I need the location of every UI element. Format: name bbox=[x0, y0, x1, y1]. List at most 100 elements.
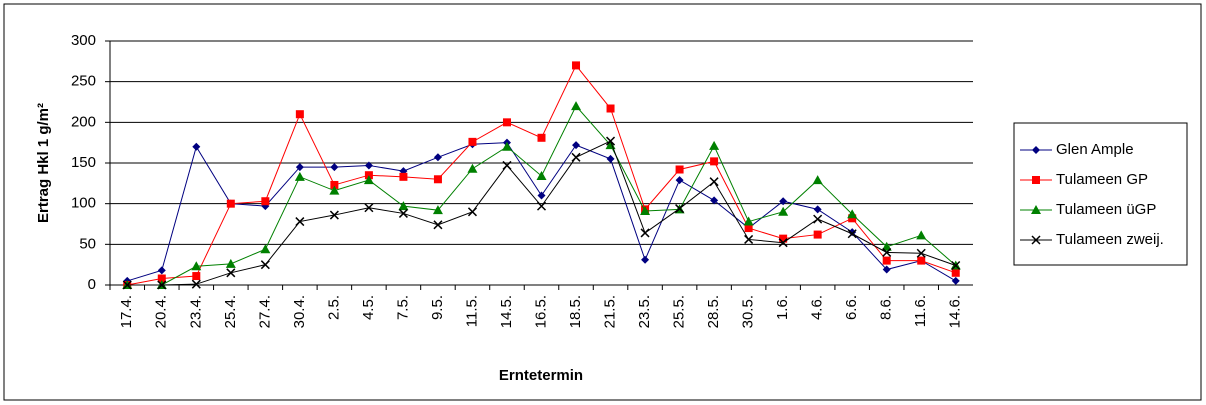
x-tick-label: 6.6. bbox=[843, 295, 860, 320]
data-point bbox=[329, 210, 339, 220]
x-tick-label: 11.6. bbox=[912, 295, 929, 327]
data-point bbox=[813, 205, 822, 214]
chart-border bbox=[3, 3, 1202, 401]
data-point bbox=[848, 214, 857, 223]
x-tick-label: 28.5. bbox=[705, 295, 722, 328]
y-axis-label: Ertrag Hkl 1 g/m² bbox=[35, 103, 52, 223]
x-tick-label: 21.5. bbox=[602, 295, 619, 328]
x-tick-label: 20.4. bbox=[153, 295, 170, 328]
data-point bbox=[537, 191, 546, 200]
data-point bbox=[363, 175, 374, 185]
data-point bbox=[260, 260, 270, 270]
data-point bbox=[848, 228, 857, 237]
data-point bbox=[571, 152, 581, 162]
data-point bbox=[329, 185, 340, 195]
data-point bbox=[847, 209, 858, 219]
data-point bbox=[710, 157, 719, 166]
y-tick-label: 100 bbox=[71, 195, 96, 212]
data-point bbox=[813, 230, 822, 239]
x-tick-label: 23.5. bbox=[636, 295, 653, 328]
x-tick-label: 17.4. bbox=[118, 295, 135, 328]
data-point bbox=[468, 137, 477, 146]
x-tick-label: 30.5. bbox=[740, 295, 757, 328]
data-point bbox=[364, 161, 373, 170]
legend-label: Tulameen üGP bbox=[1056, 201, 1156, 218]
data-point bbox=[640, 205, 651, 215]
legend-marker bbox=[1032, 176, 1040, 184]
data-point bbox=[433, 175, 442, 184]
data-point bbox=[157, 266, 166, 275]
data-point bbox=[536, 171, 547, 181]
data-point bbox=[571, 101, 582, 111]
data-point bbox=[467, 207, 477, 217]
data-point bbox=[882, 247, 892, 257]
data-point bbox=[744, 234, 754, 244]
data-point bbox=[882, 256, 891, 265]
data-point bbox=[398, 201, 409, 211]
data-point bbox=[295, 163, 304, 172]
data-point bbox=[295, 217, 305, 227]
data-point bbox=[157, 274, 166, 283]
data-point bbox=[812, 175, 823, 185]
data-point bbox=[675, 165, 684, 174]
data-point bbox=[847, 229, 857, 239]
data-point bbox=[364, 203, 374, 213]
data-point bbox=[294, 171, 305, 181]
x-tick-label: 18.5. bbox=[567, 295, 584, 328]
data-point bbox=[191, 279, 201, 289]
data-point bbox=[330, 163, 339, 172]
data-point bbox=[572, 141, 581, 150]
data-point bbox=[951, 268, 960, 277]
data-point bbox=[813, 214, 823, 224]
data-point bbox=[779, 234, 788, 243]
data-point bbox=[675, 176, 684, 185]
data-point bbox=[157, 280, 167, 290]
data-point bbox=[225, 258, 236, 268]
data-point bbox=[778, 238, 788, 248]
legend-box bbox=[1013, 122, 1188, 266]
legend-marker bbox=[1031, 205, 1041, 214]
legend-label: Glen Ample bbox=[1056, 141, 1134, 158]
data-point bbox=[778, 206, 789, 216]
data-point bbox=[398, 208, 408, 218]
data-point bbox=[710, 196, 719, 205]
y-tick-label: 50 bbox=[79, 235, 96, 252]
x-tick-label: 25.5. bbox=[671, 295, 688, 328]
data-point bbox=[330, 180, 339, 189]
data-point bbox=[744, 224, 753, 233]
x-tick-label: 14.6. bbox=[947, 295, 964, 328]
legend-label: Tulameen GP bbox=[1056, 171, 1148, 188]
x-tick-label: 25.4. bbox=[222, 295, 239, 328]
data-point bbox=[467, 163, 478, 173]
data-point bbox=[709, 177, 719, 187]
data-point bbox=[502, 118, 511, 127]
x-tick-label: 9.5. bbox=[429, 295, 446, 320]
legend-marker bbox=[1031, 235, 1041, 245]
y-tick-label: 150 bbox=[71, 154, 96, 171]
data-point bbox=[779, 197, 788, 206]
data-point bbox=[641, 255, 650, 264]
data-point bbox=[433, 153, 442, 162]
data-point bbox=[640, 228, 650, 238]
data-point bbox=[433, 220, 443, 230]
data-point bbox=[260, 244, 271, 254]
x-tick-label: 23.4. bbox=[187, 295, 204, 328]
x-tick-label: 2.5. bbox=[325, 295, 342, 320]
data-point bbox=[399, 172, 408, 181]
data-point bbox=[916, 230, 927, 240]
data-point bbox=[502, 160, 512, 170]
data-point bbox=[743, 216, 754, 226]
data-point bbox=[226, 268, 236, 278]
x-tick-label: 4.6. bbox=[809, 295, 826, 320]
data-point bbox=[606, 136, 616, 146]
data-point bbox=[606, 104, 615, 113]
x-tick-label: 14.5. bbox=[498, 295, 515, 328]
data-point bbox=[226, 199, 235, 208]
data-point bbox=[432, 205, 443, 215]
data-point bbox=[951, 276, 960, 285]
data-point bbox=[882, 265, 891, 274]
y-tick-label: 0 bbox=[88, 276, 96, 293]
x-tick-label: 4.5. bbox=[360, 295, 377, 320]
data-point bbox=[295, 110, 304, 119]
